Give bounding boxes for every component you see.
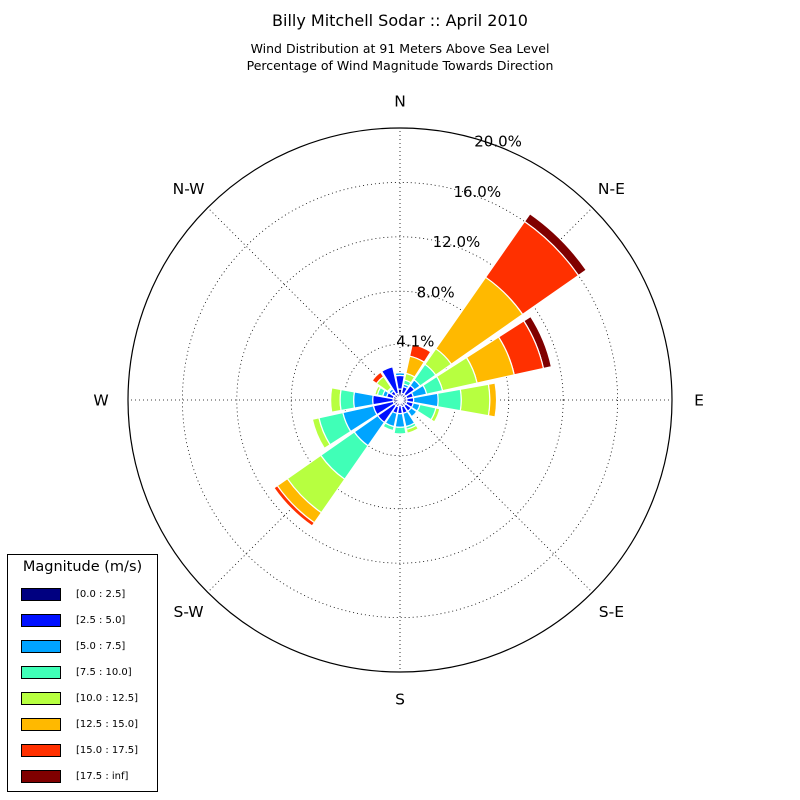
- legend-label: [10.0 : 12.5]: [76, 693, 139, 704]
- direction-label: S-E: [599, 603, 624, 621]
- outer-circle: [127, 127, 673, 673]
- legend-label: [5.0 : 7.5]: [76, 641, 126, 652]
- legend-item: [7.5 : 10.0]: [8, 666, 157, 682]
- legend-item: [2.5 : 5.0]: [8, 614, 157, 630]
- direction-label: N-W: [173, 180, 205, 198]
- legend-item: [0.0 : 2.5]: [8, 588, 157, 604]
- chart-subtitle-line-1: Wind Distribution at 91 Meters Above Sea…: [250, 41, 550, 56]
- legend-item: [17.5 : inf]: [8, 770, 157, 786]
- wind-bars: [273, 212, 588, 527]
- legend-item: [5.0 : 7.5]: [8, 640, 157, 656]
- legend-label: [15.0 : 17.5]: [76, 745, 139, 756]
- direction-label: N: [394, 93, 406, 111]
- legend: Magnitude (m/s) [0.0 : 2.5] [2.5 : 5.0] …: [7, 554, 158, 792]
- legend-swatch: [21, 588, 61, 601]
- direction-label: W: [93, 392, 108, 410]
- radial-tick-label: 20.0%: [474, 133, 522, 151]
- direction-label: S: [395, 691, 405, 709]
- direction-label: S-W: [174, 603, 204, 621]
- legend-swatch: [21, 718, 61, 731]
- direction-label: N-E: [598, 180, 625, 198]
- chart-labels: N N-E E S-E S S-W W N-W 4.1% 8.0% 12.0% 16.0% 20.0%: [93, 93, 704, 709]
- legend-swatch: [21, 770, 61, 783]
- radial-tick-label: 4.1%: [396, 332, 434, 350]
- wind-bar-segment: [353, 391, 374, 409]
- chart-subtitle-line-2: Percentage of Wind Magnitude Towards Dir…: [246, 58, 554, 73]
- legend-label: [7.5 : 10.0]: [76, 667, 132, 678]
- radial-circle: [181, 181, 619, 619]
- radial-circle: [236, 236, 564, 564]
- legend-swatch: [21, 744, 61, 757]
- wind-bar-segment: [393, 426, 407, 435]
- radial-tick-label: 12.0%: [433, 233, 481, 251]
- legend-item: [15.0 : 17.5]: [8, 744, 157, 760]
- legend-swatch: [21, 666, 61, 679]
- legend-label: [12.5 : 15.0]: [76, 719, 139, 730]
- chart-title: Billy Mitchell Sodar :: April 2010: [272, 11, 528, 30]
- legend-swatch: [21, 614, 61, 627]
- legend-swatch: [21, 640, 61, 653]
- legend-item: [10.0 : 12.5]: [8, 692, 157, 708]
- wind-bar-segment: [395, 392, 401, 401]
- wind-bar-segment: [330, 387, 342, 413]
- radial-circle: [290, 290, 510, 510]
- legend-label: [17.5 : inf]: [76, 771, 129, 782]
- direction-label: E: [694, 392, 704, 410]
- legend-label: [2.5 : 5.0]: [76, 615, 126, 626]
- radial-gridline: [399, 399, 593, 593]
- radial-tick-label: 16.0%: [453, 183, 501, 201]
- legend-item: [12.5 : 15.0]: [8, 718, 157, 734]
- legend-title: Magnitude (m/s): [22, 559, 143, 575]
- wind-bar-segment: [436, 388, 462, 412]
- radial-gridline: [207, 207, 401, 401]
- radial-tick-label: 8.0%: [417, 283, 455, 301]
- wind-bar-segment: [339, 388, 356, 412]
- legend-label: [0.0 : 2.5]: [76, 589, 126, 600]
- wind-bar-segment: [459, 383, 491, 417]
- legend-swatch: [21, 692, 61, 705]
